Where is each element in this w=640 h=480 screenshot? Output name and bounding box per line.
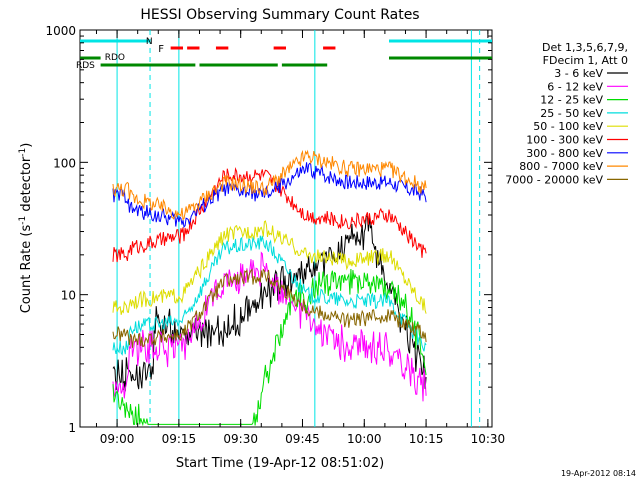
- series-line: [112, 220, 427, 315]
- x-tick-label: 10:30: [471, 432, 506, 446]
- y-axis-label: Count Rate (s-1 detector-1): [18, 143, 34, 314]
- legend-entry-label: 800 - 7000 keV: [519, 160, 603, 173]
- x-tick-label: 09:45: [285, 432, 320, 446]
- legend-header-2: FDecim 1, Att 0: [543, 54, 628, 67]
- flare-flag-label: F: [158, 44, 164, 55]
- series-line: [112, 166, 427, 263]
- y-tick-label: 100: [53, 156, 76, 170]
- y-tick-label: 1: [68, 421, 76, 435]
- x-tick-label: 09:00: [100, 432, 135, 446]
- legend-entry-label: 100 - 300 keV: [526, 134, 603, 147]
- legend-entry-label: 50 - 100 keV: [533, 120, 603, 133]
- series-line: [112, 268, 427, 348]
- x-tick-label: 10:00: [347, 432, 382, 446]
- series-line: [112, 268, 427, 427]
- legend-header-1: Det 1,3,5,6,7,9,: [542, 41, 628, 54]
- legend-entry-label: 25 - 50 keV: [540, 107, 603, 120]
- legend-entry-label: 7000 - 20000 keV: [505, 173, 603, 186]
- legend-entry-label: 300 - 800 keV: [526, 147, 603, 160]
- x-tick-label: 09:30: [223, 432, 258, 446]
- rdo-flag-label: RDO: [105, 53, 125, 63]
- generation-timestamp: 19-Apr-2012 08:14: [561, 469, 636, 478]
- night-flag-label: N: [146, 37, 153, 47]
- series-line: [112, 215, 427, 392]
- plot-frame: [79, 29, 493, 428]
- rds-flag-label: RDS: [76, 61, 95, 71]
- x-tick-label: 10:15: [409, 432, 444, 446]
- x-axis-label: Start Time (19-Apr-12 08:51:02): [176, 456, 384, 471]
- y-tick-label: 10: [61, 289, 76, 303]
- legend-entry-label: 3 - 6 keV: [554, 67, 603, 80]
- series-line: [112, 235, 427, 356]
- x-tick-label: 09:15: [162, 432, 197, 446]
- chart-title: HESSI Observing Summary Count Rates: [140, 7, 419, 23]
- legend-entry-label: 12 - 25 keV: [540, 94, 603, 107]
- series-line: [112, 149, 427, 221]
- series-line: [112, 251, 427, 402]
- series-line: [112, 162, 427, 229]
- y-tick-label: 1000: [45, 24, 76, 38]
- legend-entry-label: 6 - 12 keV: [547, 80, 603, 93]
